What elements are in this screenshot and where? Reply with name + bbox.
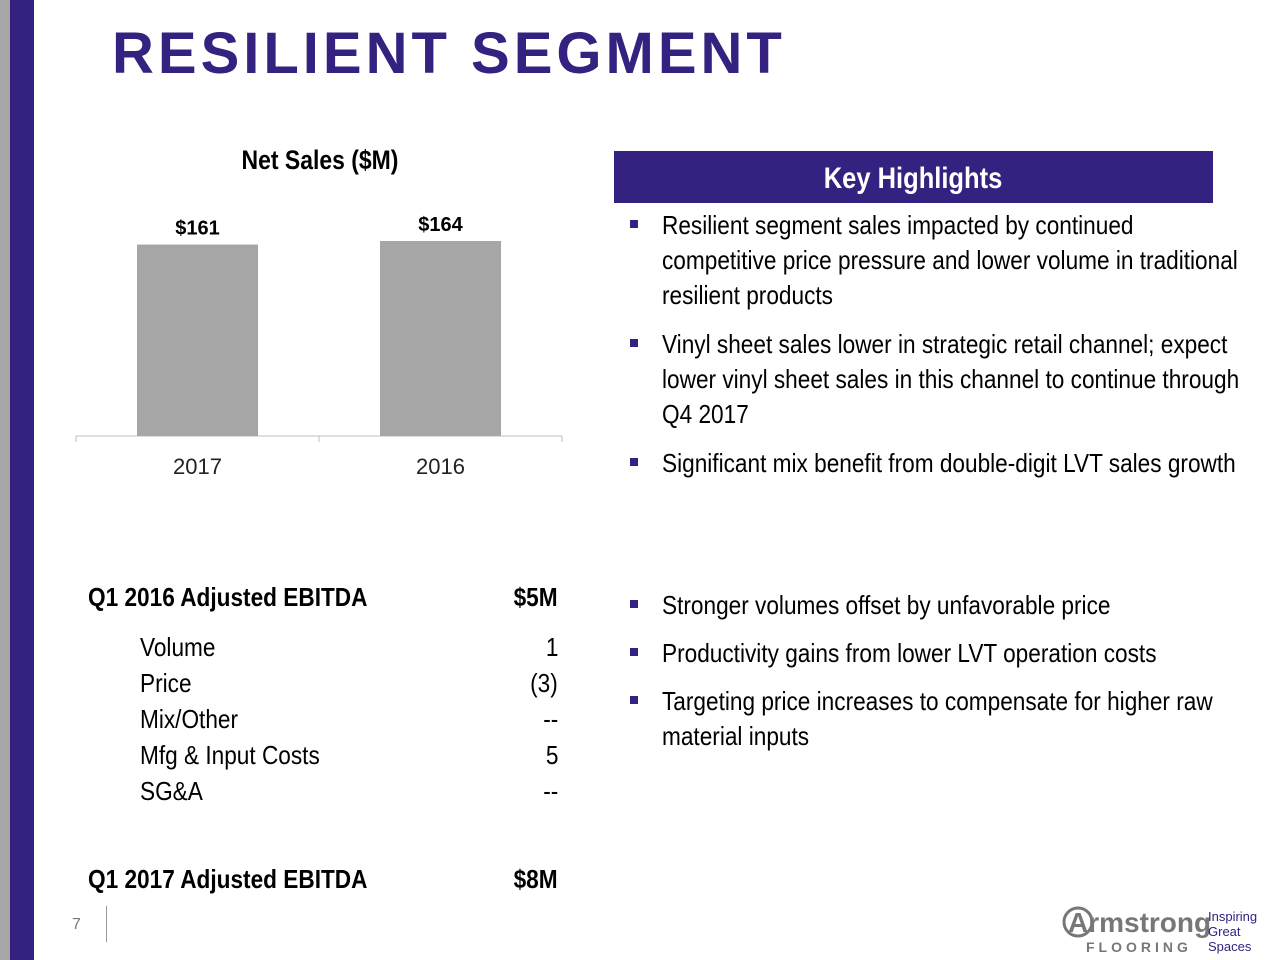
- key-highlights-list: Resilient segment sales impacted by cont…: [630, 208, 1270, 495]
- ebitda-start-value: $5M: [513, 582, 558, 612]
- logo-brand-text: Armstrong: [1068, 907, 1211, 938]
- left-accent-purple-bar: [10, 0, 34, 960]
- bridge-item-label: Mfg & Input Costs: [140, 740, 320, 770]
- list-item: Vinyl sheet sales lower in strategic ret…: [630, 327, 1270, 432]
- table-row: Mix/Other --: [88, 704, 558, 740]
- ebitda-end-row: Q1 2017 Adjusted EBITDA $8M: [88, 864, 558, 900]
- list-item: Significant mix benefit from double-digi…: [630, 446, 1270, 481]
- bridge-item-label: SG&A: [140, 776, 203, 806]
- bridge-item-label: Price: [140, 668, 192, 698]
- commentary-text: Targeting price increases to compensate …: [662, 686, 1213, 751]
- bullet-square-icon: [630, 648, 638, 656]
- bullet-square-icon: [630, 339, 638, 347]
- logo-tagline-line: Great: [1208, 924, 1241, 939]
- logo-sub-text: FLOORING: [1086, 939, 1192, 955]
- ebitda-commentary-list: Stronger volumes offset by unfavorable p…: [630, 588, 1270, 767]
- list-item: Productivity gains from lower LVT operat…: [630, 636, 1270, 671]
- key-highlights-title: Key Highlights: [824, 162, 1003, 195]
- table-row: Mfg & Input Costs 5: [88, 740, 558, 776]
- data-label: $161: [175, 218, 220, 240]
- left-accent-gray-bar: [0, 0, 10, 960]
- bridge-item-value: (3): [530, 668, 558, 698]
- page-title: RESILIENT SEGMENT: [112, 21, 786, 86]
- bar-2017: [137, 244, 258, 436]
- logo-circle-icon: [1062, 906, 1094, 938]
- net-sales-chart: $161 2017 $164 2016: [75, 214, 563, 479]
- x-tick-label: 2016: [416, 454, 465, 479]
- footer-divider: [106, 906, 107, 942]
- bullet-square-icon: [630, 458, 638, 466]
- bridge-item-value: --: [542, 704, 558, 734]
- data-label: $164: [418, 214, 463, 236]
- bar-2016: [380, 241, 501, 436]
- logo-tagline-line: Spaces: [1208, 939, 1252, 954]
- ebitda-end-label: Q1 2017 Adjusted EBITDA: [88, 864, 368, 894]
- table-row: Volume 1: [88, 632, 558, 668]
- highlight-text: Vinyl sheet sales lower in strategic ret…: [662, 329, 1240, 429]
- highlight-text: Resilient segment sales impacted by cont…: [662, 210, 1238, 310]
- page-number: 7: [72, 916, 81, 933]
- logo-tagline-line: Inspiring: [1208, 909, 1257, 924]
- commentary-text: Stronger volumes offset by unfavorable p…: [662, 590, 1111, 620]
- ebitda-bridge-table: Q1 2016 Adjusted EBITDA $5M Volume 1 Pri…: [88, 582, 558, 900]
- chart-title: Net Sales ($M): [241, 145, 399, 175]
- bullet-square-icon: [630, 600, 638, 608]
- x-tick-label: 2017: [173, 454, 222, 479]
- bridge-item-label: Mix/Other: [140, 704, 239, 734]
- ebitda-start-label: Q1 2016 Adjusted EBITDA: [88, 582, 368, 612]
- bridge-item-value: --: [542, 776, 558, 806]
- bridge-item-label: Volume: [140, 632, 216, 662]
- bullet-square-icon: [630, 696, 638, 704]
- commentary-text: Productivity gains from lower LVT operat…: [662, 638, 1157, 668]
- bridge-item-value: 1: [545, 632, 558, 662]
- table-row: SG&A --: [88, 776, 558, 812]
- ebitda-end-value: $8M: [513, 864, 558, 894]
- list-item: Resilient segment sales impacted by cont…: [630, 208, 1270, 313]
- ebitda-start-row: Q1 2016 Adjusted EBITDA $5M: [88, 582, 558, 618]
- list-item: Stronger volumes offset by unfavorable p…: [630, 588, 1270, 623]
- bullet-square-icon: [630, 220, 638, 228]
- highlight-text: Significant mix benefit from double-digi…: [662, 448, 1236, 478]
- table-row: Price (3): [88, 668, 558, 704]
- armstrong-flooring-logo: Armstrong FLOORING Inspiring Great Space…: [1062, 906, 1257, 955]
- bridge-item-value: 5: [545, 740, 558, 770]
- key-highlights-header: Key Highlights: [614, 151, 1213, 203]
- list-item: Targeting price increases to compensate …: [630, 684, 1270, 754]
